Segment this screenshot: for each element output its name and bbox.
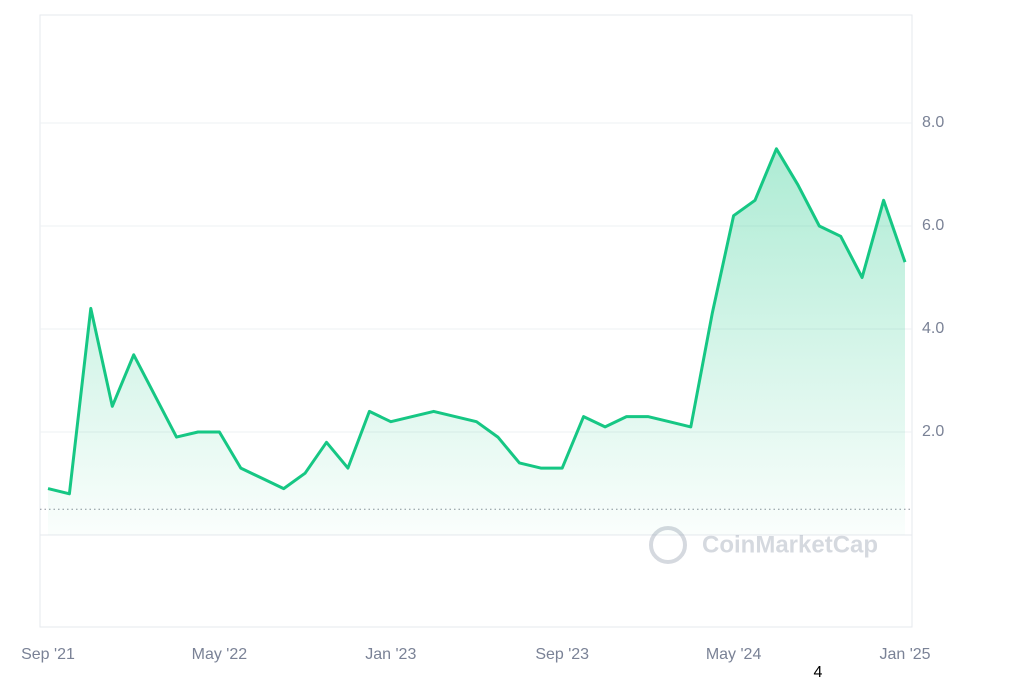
x-tick-label: Jan '23 bbox=[365, 646, 416, 663]
x-tick-label: Jan '25 bbox=[879, 646, 930, 663]
plot-frame bbox=[39, 14, 913, 628]
watermark: CoinMarketCap bbox=[649, 526, 878, 564]
footnote: 4 bbox=[814, 664, 823, 681]
price-area bbox=[48, 148, 905, 536]
price-line bbox=[47, 147, 907, 496]
x-tick-label: May '24 bbox=[706, 646, 762, 663]
y-tick-label: 2.0 bbox=[922, 423, 944, 440]
y-tick-label: 4.0 bbox=[922, 320, 944, 337]
y-tick-label: 6.0 bbox=[922, 217, 944, 234]
y-tick-label: 8.0 bbox=[922, 114, 944, 131]
x-tick-label: Sep '23 bbox=[535, 646, 589, 663]
watermark-text: CoinMarketCap bbox=[702, 531, 878, 558]
x-tick-label: May '22 bbox=[192, 646, 248, 663]
x-tick-label: Sep '21 bbox=[21, 646, 75, 663]
